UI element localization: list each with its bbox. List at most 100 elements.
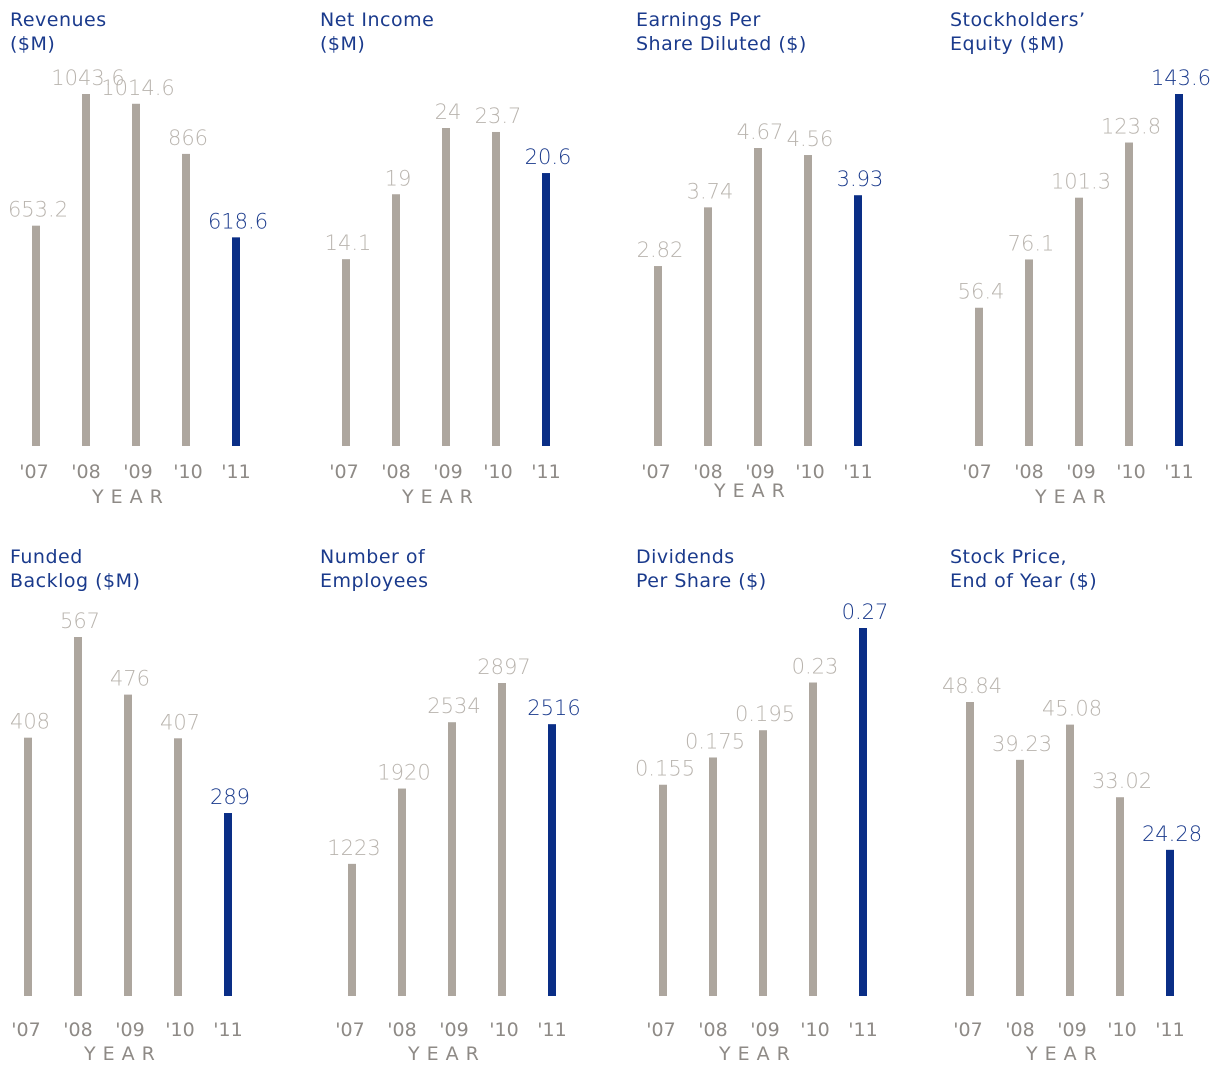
chart-title: Stockholders’ [950, 9, 1086, 31]
bar [24, 737, 32, 996]
value-label: 24 [435, 100, 462, 124]
bar [854, 195, 862, 446]
value-label: 143.6 [1151, 66, 1211, 90]
value-label: 39.23 [992, 732, 1052, 756]
x-tick-label: '09 [1066, 461, 1095, 483]
value-label: 567 [60, 609, 100, 633]
bar [709, 757, 717, 996]
x-tick-label: '08 [1005, 1019, 1034, 1041]
x-tick-label: '10 [489, 1019, 518, 1041]
x-tick-label: '07 [962, 461, 991, 483]
bar [182, 153, 190, 446]
chart-title: Share Diluted ($) [636, 33, 807, 55]
x-tick-label: '11 [848, 1019, 877, 1041]
x-tick-label: '08 [693, 461, 722, 483]
x-tick-label: '09 [433, 461, 462, 483]
bar [1166, 849, 1174, 996]
value-label: 407 [160, 710, 200, 734]
value-label: 23.7 [475, 104, 522, 128]
x-tick-label: '07 [329, 461, 358, 483]
x-tick-label: '07 [646, 1019, 675, 1041]
x-tick-label: '10 [483, 461, 512, 483]
x-tick-label: '08 [71, 461, 100, 483]
bar [492, 131, 500, 446]
x-axis-label: YEAR [408, 1043, 486, 1065]
bar-chart: 14.1 '07 19 '08 24 '09 23.7 '10 20.6 '11 [325, 100, 572, 483]
bar [448, 722, 456, 996]
x-axis-label: YEAR [1026, 1043, 1104, 1065]
value-label: 2.82 [637, 238, 684, 262]
x-axis-label: YEAR [1035, 486, 1113, 508]
bar [809, 682, 817, 996]
x-tick-label: '10 [165, 1019, 194, 1041]
value-label: 20.6 [525, 145, 572, 169]
bar [1016, 759, 1024, 996]
value-label: 289 [210, 785, 250, 809]
chart-title: End of Year ($) [950, 570, 1098, 592]
bar [224, 813, 232, 996]
x-axis-label: YEAR [402, 486, 480, 508]
bar [442, 128, 450, 446]
bar [82, 94, 90, 446]
value-label: 866 [168, 126, 208, 150]
bar [498, 683, 506, 996]
value-label: 4.56 [787, 127, 834, 151]
value-label: 653.2 [8, 198, 68, 222]
bar [654, 266, 662, 446]
bar [759, 730, 767, 996]
value-label: 2516 [527, 696, 580, 720]
bar [124, 694, 132, 996]
x-tick-label: '09 [1057, 1019, 1086, 1041]
bar-chart: 2.82 '07 3.74 '08 4.67 '09 4.56 '10 3.93 '11 [637, 120, 884, 483]
value-label: 3.93 [837, 167, 884, 191]
chart-title: Equity ($M) [950, 33, 1065, 55]
x-tick-label: '07 [335, 1019, 364, 1041]
value-label: 45.08 [1042, 697, 1102, 721]
value-label: 2534 [427, 694, 480, 718]
bar [392, 194, 400, 446]
x-tick-label: '11 [531, 461, 560, 483]
bar [804, 155, 812, 446]
x-axis-label: YEAR [719, 1043, 797, 1065]
value-label: 0.195 [735, 702, 795, 726]
bar [975, 307, 983, 446]
chart-panel: Dividends Per Share ($) 0.155'07 0.175'08 0.… [635, 545, 936, 1065]
x-tick-label: '11 [1164, 461, 1193, 483]
x-tick-label: '08 [63, 1019, 92, 1041]
x-tick-label: '08 [1014, 461, 1043, 483]
value-label: 56.4 [958, 280, 1005, 304]
bar [1125, 142, 1133, 446]
chart-title: ($M) [320, 33, 366, 55]
bar [32, 225, 40, 446]
chart-title: Revenues [10, 9, 107, 31]
chart-title: Net Income [320, 9, 435, 31]
bar [132, 103, 140, 446]
x-tick-label: '10 [800, 1019, 829, 1041]
x-tick-label: '11 [1155, 1019, 1184, 1041]
x-tick-label: '07 [641, 461, 670, 483]
x-tick-label: '09 [750, 1019, 779, 1041]
x-tick-label: '07 [11, 1019, 40, 1041]
bar [966, 702, 974, 996]
value-label: 618.6 [208, 209, 268, 233]
chart-title: Per Share ($) [636, 570, 767, 592]
x-tick-label: '11 [213, 1019, 242, 1041]
chart-title: Backlog ($M) [10, 570, 141, 592]
chart-title: Number of [320, 546, 426, 568]
value-label: 476 [110, 667, 150, 691]
value-label: 0.175 [685, 729, 745, 753]
bar [174, 738, 182, 996]
value-label: 123.8 [1101, 115, 1161, 139]
bar-chart: 408 '07 567 '08 476 '09 407 '10 289 '11 [10, 609, 250, 1041]
bar-chart: 653.2 '07 1043.6 '08 1014.6 '09 866 '10 618.6 '11 [8, 66, 268, 483]
x-tick-label: '11 [843, 461, 872, 483]
bar-chart: 0.155 '07 0.175 '08 0.195 '09 0.23 '10 0.27 '11 [635, 600, 888, 1041]
x-tick-label: '07 [19, 461, 48, 483]
bar [659, 784, 667, 996]
value-label: 1043.6 [51, 66, 124, 90]
x-tick-label: '08 [387, 1019, 416, 1041]
chart-title: ($M) [10, 33, 56, 55]
value-label: 33.02 [1092, 769, 1152, 793]
bar [348, 863, 356, 996]
